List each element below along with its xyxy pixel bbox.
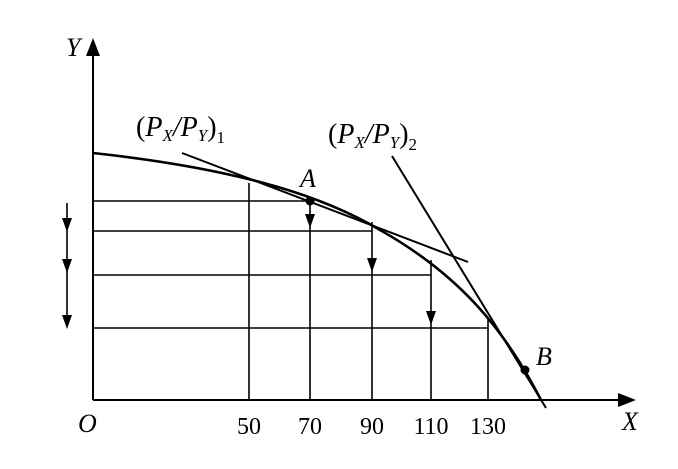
price-line-2	[391, 155, 547, 409]
down-arrow-70	[305, 214, 315, 228]
point-b	[520, 365, 530, 375]
y-axis-arrowhead	[86, 38, 100, 56]
x-axis-label: X	[621, 407, 639, 436]
price-line-1	[181, 152, 469, 263]
x-tick-130: 130	[470, 414, 506, 440]
price-line-2-label: (PX/PY)2	[328, 119, 417, 154]
down-arrow-110	[426, 311, 436, 325]
x-tick-50: 50	[237, 414, 261, 440]
left-arrow-2	[62, 259, 72, 273]
x-tick-90: 90	[360, 414, 384, 440]
left-arrow-1	[62, 218, 72, 232]
x-tick-70: 70	[298, 414, 322, 440]
down-arrow-90	[367, 258, 377, 272]
x-tick-110: 110	[413, 414, 448, 440]
y-axis-label: Y	[66, 33, 83, 62]
point-b-label: B	[536, 342, 552, 371]
point-a-label: A	[298, 164, 316, 193]
point-a	[305, 196, 315, 206]
left-arrow-3	[62, 315, 72, 329]
x-axis-arrowhead	[618, 393, 636, 407]
price-line-1-label: (PX/PY)1	[136, 112, 225, 147]
ppf-curve	[92, 151, 543, 401]
origin-label: O	[78, 409, 97, 438]
